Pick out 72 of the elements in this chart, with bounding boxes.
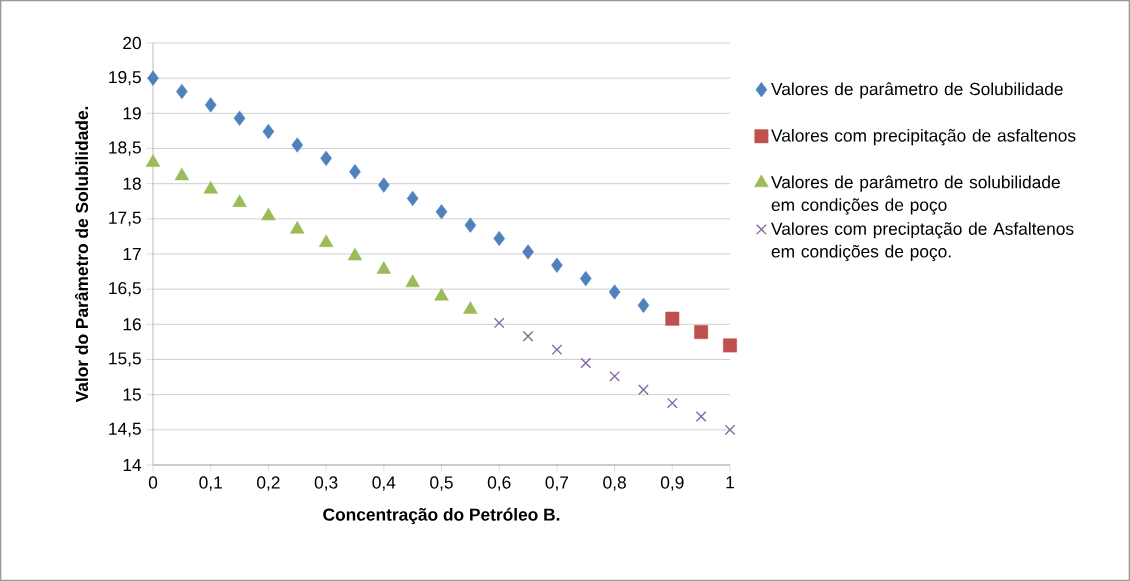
- point: [347, 247, 363, 261]
- point: [723, 338, 737, 353]
- point: [176, 83, 188, 100]
- point: [551, 344, 563, 356]
- point: [551, 257, 563, 273]
- legend-label: Valores com preciptação de Asfaltenos em condições de poço.: [771, 222, 1074, 262]
- point: [406, 190, 419, 207]
- point: [608, 284, 621, 300]
- y-tick-label: 15,5: [109, 352, 141, 367]
- point: [580, 357, 592, 369]
- x-tick-label: 1: [726, 476, 734, 489]
- point: [463, 301, 478, 314]
- point: [638, 384, 649, 396]
- x-tick-label: 0,1: [199, 476, 222, 491]
- point: [232, 194, 247, 207]
- point: [233, 110, 246, 126]
- point: [290, 221, 305, 234]
- point: [464, 217, 477, 233]
- point: [261, 207, 276, 221]
- point: [435, 204, 448, 220]
- y-tick-label: 15: [123, 388, 141, 401]
- legend-label: Valores de parâmetro de solubilidade em condições de poço: [771, 175, 1060, 215]
- legend-label: Valores com precipitação de asfaltenos: [771, 128, 1076, 146]
- y-tick-label: 19: [123, 107, 141, 120]
- point: [666, 397, 678, 409]
- x-tick-label: 0,4: [372, 476, 396, 491]
- x-tick-label: 0,8: [603, 476, 626, 491]
- y-tick-label: 18,5: [109, 141, 141, 156]
- point: [376, 261, 392, 274]
- x-tick-label: 0,9: [660, 476, 684, 491]
- point: [522, 330, 534, 342]
- point: [378, 177, 390, 193]
- x-tick-label: 0,6: [487, 476, 511, 491]
- point: [174, 167, 190, 181]
- point: [320, 150, 332, 166]
- point: [724, 424, 736, 436]
- point: [694, 325, 709, 339]
- point: [203, 181, 218, 194]
- point: [204, 97, 217, 113]
- point: [405, 274, 420, 288]
- y-axis-title: Valor do Parâmetro de Solubilidade.: [74, 106, 89, 403]
- point: [522, 244, 534, 260]
- point: [695, 411, 707, 422]
- x-tick-label: 0,7: [545, 476, 569, 491]
- point: [493, 317, 505, 329]
- point: [609, 370, 620, 382]
- y-tick-label: 16: [123, 318, 141, 331]
- y-tick-label: 14: [123, 459, 142, 471]
- x-tick-label: 0,5: [430, 476, 453, 491]
- y-tick-label: 17: [123, 248, 141, 260]
- y-tick-label: 20: [123, 36, 141, 50]
- legend-label: Valores de parâmetro de Solubilidade: [771, 82, 1063, 99]
- x-tick-label: 0,3: [314, 476, 338, 491]
- y-tick-label: 19,5: [109, 70, 141, 86]
- point: [579, 271, 592, 287]
- point: [262, 124, 275, 140]
- x-tick-label: 0: [148, 476, 158, 489]
- point: [434, 287, 449, 301]
- point: [145, 154, 161, 167]
- y-tick-label: 18: [123, 177, 141, 190]
- point: [318, 234, 334, 247]
- point: [637, 297, 650, 313]
- point: [147, 70, 159, 86]
- y-tick-label: 17,5: [109, 211, 141, 226]
- point: [291, 137, 304, 153]
- x-tick-label: 0,2: [257, 476, 280, 491]
- y-tick-label: 14,5: [109, 422, 141, 437]
- point: [349, 164, 361, 180]
- x-axis-title: Concentração do Petróleo B.: [323, 507, 560, 525]
- point: [493, 230, 505, 247]
- y-tick-label: 16,5: [109, 281, 141, 297]
- point: [665, 311, 680, 326]
